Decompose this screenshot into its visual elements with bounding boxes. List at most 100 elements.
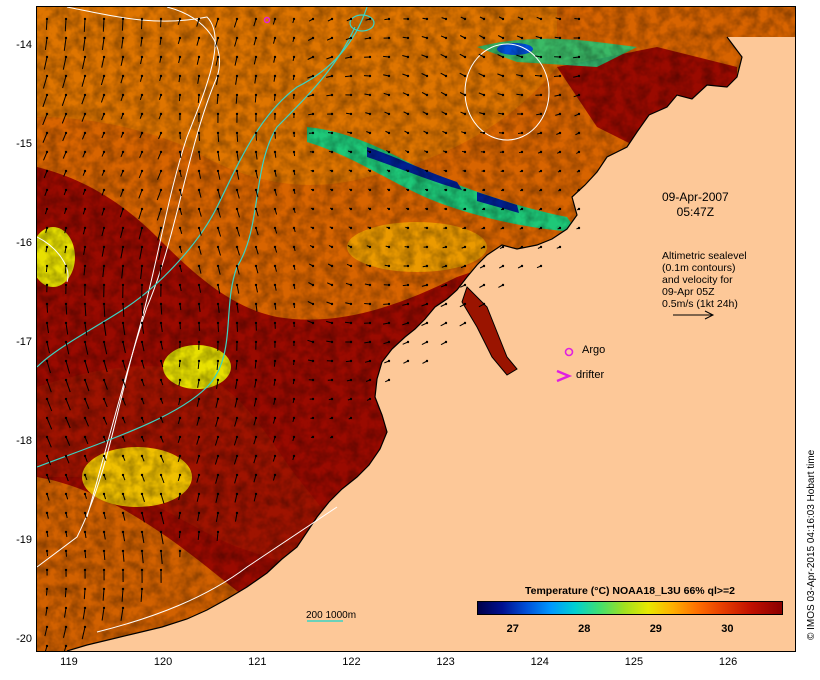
velocity-vector xyxy=(46,341,50,354)
velocity-vector-origin xyxy=(425,74,429,78)
velocity-vector-origin xyxy=(45,416,49,420)
velocity-vector-origin xyxy=(83,359,87,363)
velocity-vector xyxy=(141,493,145,502)
velocity-vector-origin xyxy=(349,416,353,420)
velocity-vector-origin xyxy=(273,207,277,211)
argo-marker xyxy=(564,347,574,357)
velocity-vector-origin xyxy=(121,226,125,230)
velocity-vector-origin xyxy=(197,55,201,59)
velocity-vector-origin xyxy=(121,283,125,287)
velocity-vector-origin xyxy=(159,397,163,401)
velocity-vector-origin xyxy=(425,93,429,97)
velocity-vector-origin xyxy=(159,473,163,477)
velocity-vector-origin xyxy=(178,530,182,534)
velocity-vector-origin xyxy=(83,74,87,78)
velocity-vector-origin xyxy=(425,302,429,306)
velocity-vector-origin xyxy=(102,606,106,610)
y-tick-label: -15 xyxy=(16,137,32,150)
velocity-vector-origin xyxy=(45,169,49,173)
velocity-vector-origin xyxy=(368,188,372,192)
velocity-vector-origin xyxy=(121,435,125,439)
velocity-vector-origin xyxy=(235,378,239,382)
altimetric-line-4: 09-Apr 05Z xyxy=(662,286,715,298)
velocity-vector-origin xyxy=(349,359,353,363)
velocity-vector-origin xyxy=(501,283,505,287)
velocity-vector xyxy=(215,56,219,66)
velocity-vector xyxy=(84,398,90,409)
velocity-vector xyxy=(122,379,127,388)
velocity-vector xyxy=(198,284,202,293)
velocity-vector-origin xyxy=(406,207,410,211)
velocity-vector-origin xyxy=(140,397,144,401)
velocity-vector xyxy=(46,436,52,448)
velocity-vector-origin xyxy=(501,207,505,211)
velocity-vector xyxy=(196,398,200,407)
velocity-vector xyxy=(103,379,108,390)
velocity-vector xyxy=(46,398,53,412)
velocity-vector-origin xyxy=(292,17,296,21)
y-tick-label: -14 xyxy=(16,38,32,51)
velocity-vector-origin xyxy=(140,568,144,572)
velocity-vector-origin xyxy=(406,74,410,78)
velocity-vector-origin xyxy=(178,397,182,401)
velocity-vector-origin xyxy=(539,112,543,116)
sst-map xyxy=(36,6,796,652)
velocity-vector-origin xyxy=(45,625,49,629)
velocity-vector xyxy=(236,208,240,218)
velocity-vector-origin xyxy=(178,131,182,135)
velocity-vector-origin xyxy=(311,416,315,420)
velocity-vector xyxy=(254,94,257,103)
velocity-vector-origin xyxy=(45,74,49,78)
velocity-vector-origin xyxy=(159,207,163,211)
velocity-vector-origin xyxy=(102,492,106,496)
velocity-vector-origin xyxy=(64,207,68,211)
velocity-vector-origin xyxy=(254,112,258,116)
velocity-vector-origin xyxy=(577,131,581,135)
credit-text: © IMOS 03-Apr-2015 04:16:03 Hobart time xyxy=(806,449,817,640)
velocity-vector-origin xyxy=(235,245,239,249)
velocity-vector xyxy=(81,75,86,87)
velocity-vector xyxy=(45,607,48,616)
velocity-vector-origin xyxy=(216,511,220,515)
velocity-vector-origin xyxy=(254,150,258,154)
velocity-vector xyxy=(197,379,200,388)
velocity-vector-origin xyxy=(45,435,49,439)
velocity-vector xyxy=(44,626,48,637)
velocity-vector xyxy=(141,550,144,564)
velocity-vector-origin xyxy=(292,397,296,401)
velocity-vector xyxy=(196,18,200,27)
velocity-vector-origin xyxy=(558,93,562,97)
velocity-vector-origin xyxy=(45,93,49,97)
velocity-vector-origin xyxy=(577,112,581,116)
velocity-vector-origin xyxy=(121,359,125,363)
velocity-vector-origin xyxy=(482,169,486,173)
velocity-vector-origin xyxy=(235,359,239,363)
velocity-vector-origin xyxy=(102,93,106,97)
velocity-vector-origin xyxy=(482,226,486,230)
velocity-vector-origin xyxy=(349,150,353,154)
velocity-vector-origin xyxy=(102,378,106,382)
velocity-vector xyxy=(215,474,219,484)
velocity-vector-origin xyxy=(387,302,391,306)
velocity-vector xyxy=(65,398,71,411)
velocity-vector-origin xyxy=(558,245,562,249)
velocity-vector xyxy=(42,94,48,108)
colorbar xyxy=(477,601,783,615)
velocity-vector-origin xyxy=(368,112,372,116)
velocity-vector-origin xyxy=(444,207,448,211)
velocity-vector-origin xyxy=(102,568,106,572)
velocity-vector-origin xyxy=(159,416,163,420)
velocity-vector-origin xyxy=(216,454,220,458)
velocity-vector-origin xyxy=(216,416,220,420)
sealevel-eddy xyxy=(464,43,550,141)
velocity-vector xyxy=(120,246,124,259)
velocity-vector-origin xyxy=(273,245,277,249)
velocity-vector-origin xyxy=(463,283,467,287)
velocity-vector-origin xyxy=(83,397,87,401)
velocity-vector-origin xyxy=(444,112,448,116)
velocity-vector-origin xyxy=(387,131,391,135)
velocity-vector-origin xyxy=(178,283,182,287)
velocity-vector-origin xyxy=(197,207,201,211)
velocity-vector-origin xyxy=(311,169,315,173)
velocity-vector-origin xyxy=(140,530,144,534)
